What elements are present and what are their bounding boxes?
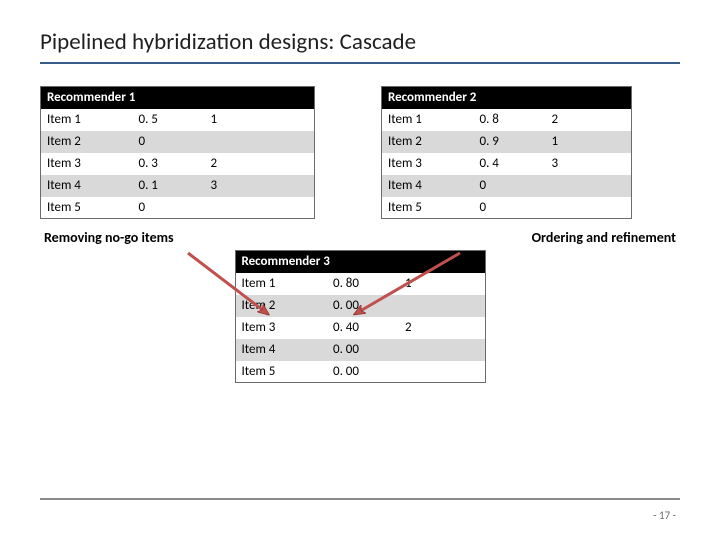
cell-score: 0. 5 xyxy=(133,109,205,131)
cell-item: Item 5 xyxy=(235,361,327,383)
cell-rank xyxy=(399,361,485,383)
cell-score: 0. 3 xyxy=(133,153,205,175)
cell-item: Item 2 xyxy=(382,131,474,153)
cell-item: Item 1 xyxy=(235,273,327,295)
cell-rank xyxy=(205,197,315,219)
cell-item: Item 3 xyxy=(235,317,327,339)
cell-rank: 2 xyxy=(205,153,315,175)
cell-score: 0 xyxy=(474,197,546,219)
recommender-1-table: Recommender 1 Item 1 0. 5 1 Item 2 0 Ite… xyxy=(40,86,315,219)
cell-item: Item 1 xyxy=(41,109,133,131)
table-header: Recommender 1 xyxy=(41,87,315,109)
cell-rank: 1 xyxy=(399,273,485,295)
cell-score: 0. 40 xyxy=(327,317,399,339)
cell-rank: 1 xyxy=(546,131,632,153)
cell-score: 0 xyxy=(474,175,546,197)
cell-rank: 2 xyxy=(546,109,632,131)
cell-item: Item 2 xyxy=(41,131,133,153)
top-tables-row: Recommender 1 Item 1 0. 5 1 Item 2 0 Ite… xyxy=(40,86,680,219)
table-header: Recommender 3 xyxy=(235,251,485,273)
cell-rank xyxy=(546,175,632,197)
cell-score: 0 xyxy=(133,197,205,219)
cell-item: Item 4 xyxy=(41,175,133,197)
cell-item: Item 2 xyxy=(235,295,327,317)
cell-score: 0. 00 xyxy=(327,295,399,317)
table-header: Recommender 2 xyxy=(382,87,632,109)
recommender-2-table: Recommender 2 Item 1 0. 8 2 Item 2 0. 9 … xyxy=(381,86,632,219)
cell-score: 0. 00 xyxy=(327,361,399,383)
cell-item: Item 5 xyxy=(382,197,474,219)
cell-score: 0. 00 xyxy=(327,339,399,361)
footer-divider xyxy=(40,498,680,500)
cell-item: Item 1 xyxy=(382,109,474,131)
cell-rank: 2 xyxy=(399,317,485,339)
page-number: - 17 - xyxy=(653,509,676,522)
cell-item: Item 3 xyxy=(382,153,474,175)
cell-item: Item 4 xyxy=(235,339,327,361)
cell-score: 0. 80 xyxy=(327,273,399,295)
cell-item: Item 4 xyxy=(382,175,474,197)
cell-item: Item 3 xyxy=(41,153,133,175)
cell-rank: 3 xyxy=(205,175,315,197)
cell-item: Item 5 xyxy=(41,197,133,219)
cell-score: 0. 1 xyxy=(133,175,205,197)
label-right: Ordering and refinement xyxy=(532,229,676,246)
title-divider xyxy=(40,62,680,64)
annotation-labels: Removing no-go items Ordering and refine… xyxy=(44,229,676,246)
cell-rank: 1 xyxy=(205,109,315,131)
cell-score: 0 xyxy=(133,131,205,153)
cell-rank xyxy=(205,131,315,153)
label-left: Removing no-go items xyxy=(44,229,174,246)
cell-rank xyxy=(546,197,632,219)
cell-score: 0. 9 xyxy=(474,131,546,153)
recommender-3-table: Recommender 3 Item 1 0. 80 1 Item 2 0. 0… xyxy=(235,250,486,383)
cell-score: 0. 8 xyxy=(474,109,546,131)
cell-score: 0. 4 xyxy=(474,153,546,175)
slide-title: Pipelined hybridization designs: Cascade xyxy=(40,28,680,56)
cell-rank xyxy=(399,295,485,317)
cell-rank xyxy=(399,339,485,361)
cell-rank: 3 xyxy=(546,153,632,175)
